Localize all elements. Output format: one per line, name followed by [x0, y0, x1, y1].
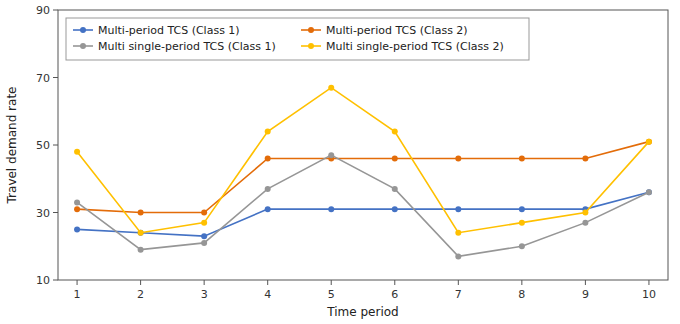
- point: [328, 85, 334, 91]
- point: [265, 206, 271, 212]
- y-tick: [53, 212, 58, 213]
- x-tick-label: 3: [201, 288, 208, 301]
- plot-frame: [58, 10, 668, 280]
- point: [646, 189, 652, 195]
- point: [519, 243, 525, 249]
- point: [582, 210, 588, 216]
- chart: 1 2 3 4 5 6 7 8 9 10 10 30 50 70 90 Time period Travel d…: [0, 0, 680, 324]
- point: [519, 220, 525, 226]
- y-axis-label: Travel demand rate: [5, 87, 19, 205]
- x-tick: [394, 280, 395, 285]
- y-tick: [53, 77, 58, 78]
- point: [138, 230, 144, 236]
- point: [201, 210, 207, 216]
- y-tick: [53, 145, 58, 146]
- x-tick-label: 6: [391, 288, 398, 301]
- x-tick: [140, 280, 141, 285]
- x-tick-label: 1: [74, 288, 81, 301]
- y-tick-label: 30: [36, 207, 50, 220]
- point: [455, 206, 461, 212]
- point: [74, 149, 80, 155]
- x-tick: [458, 280, 459, 285]
- point: [455, 230, 461, 236]
- series: [74, 152, 652, 259]
- x-tick: [521, 280, 522, 285]
- series: [74, 85, 652, 236]
- x-tick: [648, 280, 649, 285]
- x-tick-label: 4: [264, 288, 271, 301]
- x-axis-label: Time period: [326, 305, 398, 319]
- y-tick-label: 70: [36, 72, 50, 85]
- x-tick: [331, 280, 332, 285]
- axes: 1 2 3 4 5 6 7 8 9 10 10 30 50 70 90: [36, 4, 668, 301]
- point: [201, 233, 207, 239]
- point: [519, 206, 525, 212]
- point: [455, 156, 461, 162]
- point: [582, 156, 588, 162]
- x-tick: [204, 280, 205, 285]
- point: [138, 210, 144, 216]
- x-tick-label: 10: [642, 288, 656, 301]
- legend-label: Multi single-period TCS (Class 2): [326, 40, 504, 53]
- y-tick-label: 10: [36, 274, 50, 287]
- series-line: [77, 142, 649, 213]
- x-tick-label: 9: [582, 288, 589, 301]
- x-tick: [267, 280, 268, 285]
- point: [74, 206, 80, 212]
- point: [265, 186, 271, 192]
- legend: Multi-period TCS (Class 1) Multi-period T…: [66, 18, 529, 60]
- point: [582, 220, 588, 226]
- x-tick: [585, 280, 586, 285]
- point: [646, 139, 652, 145]
- point: [328, 206, 334, 212]
- data: [74, 85, 652, 260]
- legend-box: [66, 18, 529, 60]
- point: [201, 240, 207, 246]
- series: [74, 139, 652, 216]
- point: [392, 156, 398, 162]
- x-tick-label: 5: [328, 288, 335, 301]
- y-tick: [53, 280, 58, 281]
- point: [519, 156, 525, 162]
- series-line: [77, 155, 649, 256]
- point: [392, 186, 398, 192]
- x-tick-label: 2: [137, 288, 144, 301]
- legend-marker: [80, 27, 86, 33]
- point: [455, 253, 461, 259]
- point: [138, 230, 144, 236]
- legend-label: Multi-period TCS (Class 1): [98, 24, 240, 37]
- series-line: [77, 88, 649, 233]
- point: [265, 129, 271, 135]
- point: [328, 152, 334, 158]
- legend-label: Multi single-period TCS (Class 1): [98, 40, 276, 53]
- point: [392, 129, 398, 135]
- point: [201, 220, 207, 226]
- legend-marker: [80, 43, 86, 49]
- y-tick-label: 50: [36, 139, 50, 152]
- x-tick: [77, 280, 78, 285]
- x-tick-label: 8: [518, 288, 525, 301]
- legend-label: Multi-period TCS (Class 2): [326, 24, 468, 37]
- point: [265, 156, 271, 162]
- point: [74, 199, 80, 205]
- point: [74, 226, 80, 232]
- y-tick: [53, 10, 58, 11]
- legend-marker: [308, 43, 314, 49]
- legend-marker: [308, 27, 314, 33]
- point: [138, 247, 144, 253]
- point: [646, 189, 652, 195]
- point: [392, 206, 398, 212]
- series: [74, 189, 652, 239]
- x-tick-label: 7: [455, 288, 462, 301]
- point: [646, 139, 652, 145]
- y-tick-label: 90: [36, 4, 50, 17]
